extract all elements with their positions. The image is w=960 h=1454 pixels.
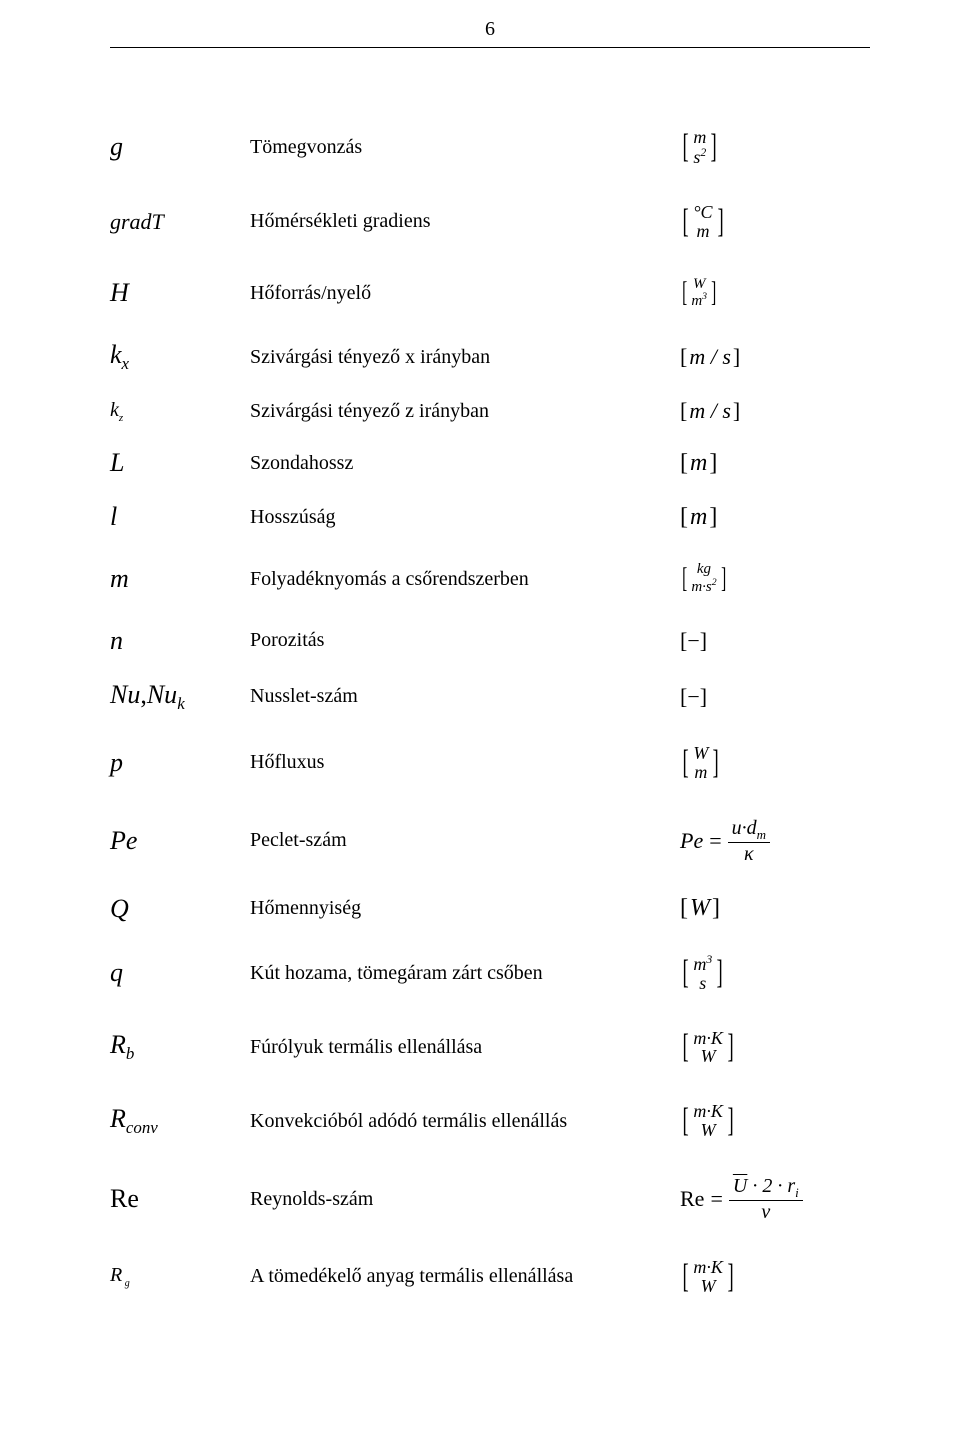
symbol: Rconv	[110, 1084, 250, 1158]
row-g: g Tömegvonzás [ms2]	[110, 128, 870, 185]
row-p: p Hőfluxus [Wm]	[110, 726, 870, 800]
symbol: R g	[110, 1240, 250, 1314]
symbol: kx	[110, 328, 250, 386]
unit: [ms2]	[680, 128, 870, 185]
description: Kút hozama, tömegáram zárt csőben	[250, 936, 680, 1011]
description: Szondahossz	[250, 436, 680, 490]
unit: [°Cm]	[680, 185, 870, 259]
row-Q: Q Hőmennyiség [W]	[110, 882, 870, 936]
definitions-table: g Tömegvonzás [ms2] gradT Hőmérsékleti g…	[110, 128, 870, 1314]
description: Nusslet-szám	[250, 668, 680, 726]
unit: [−]	[680, 668, 870, 726]
row-Pe: Pe Peclet-szám Pe= u·dmκ	[110, 800, 870, 882]
symbol: Rb	[110, 1011, 250, 1085]
row-L: L Szondahossz [m]	[110, 436, 870, 490]
page-number-wrap: 6	[110, 0, 870, 43]
symbol: H	[110, 259, 250, 329]
symbol: m	[110, 544, 250, 614]
unit: Re= U · 2 · riν	[680, 1158, 870, 1240]
unit: [m·KW]	[680, 1084, 870, 1158]
row-gradT: gradT Hőmérsékleti gradiens [°Cm]	[110, 185, 870, 259]
unit: [−]	[680, 614, 870, 668]
description: Szivárgási tényező z irányban	[250, 386, 680, 436]
row-q: q Kút hozama, tömegáram zárt csőben [m3s…	[110, 936, 870, 1011]
symbol: p	[110, 726, 250, 800]
row-Rconv: Rconv Konvekcióból adódó termális ellená…	[110, 1084, 870, 1158]
description: Folyadéknyomás a csőrendszerben	[250, 544, 680, 614]
description: Hőfluxus	[250, 726, 680, 800]
unit: [W]	[680, 882, 870, 936]
row-Re: Re Reynolds-szám Re= U · 2 · riν	[110, 1158, 870, 1240]
row-H: H Hőforrás/nyelő [Wm3]	[110, 259, 870, 329]
description: Konvekcióból adódó termális ellenállás	[250, 1084, 680, 1158]
symbol: n	[110, 614, 250, 668]
description: Porozitás	[250, 614, 680, 668]
symbol: Q	[110, 882, 250, 936]
unit: [Wm]	[680, 726, 870, 800]
description: Fúrólyuk termális ellenállása	[250, 1011, 680, 1085]
symbol: q	[110, 936, 250, 1011]
description: Hőmennyiség	[250, 882, 680, 936]
symbol: Pe	[110, 800, 250, 882]
unit: [m]	[680, 436, 870, 490]
symbol: g	[110, 128, 250, 185]
row-n: n Porozitás [−]	[110, 614, 870, 668]
description: Hosszúság	[250, 490, 680, 544]
unit: [kgm·s2]	[680, 544, 870, 614]
page: 6 g Tömegvonzás [ms2] gradT Hőmérsékleti…	[0, 0, 960, 1454]
header-rule	[110, 47, 870, 48]
row-Rb: Rb Fúrólyuk termális ellenállása [m·KW]	[110, 1011, 870, 1085]
symbol: Nu,Nuk	[110, 668, 250, 726]
unit: [m / s]	[680, 328, 870, 386]
description: A tömedékelő anyag termális ellenállása	[250, 1240, 680, 1314]
row-Rg: R g A tömedékelő anyag termális ellenáll…	[110, 1240, 870, 1314]
unit: [m·KW]	[680, 1011, 870, 1085]
description: Peclet-szám	[250, 800, 680, 882]
description: Reynolds-szám	[250, 1158, 680, 1240]
row-l: l Hosszúság [m]	[110, 490, 870, 544]
symbol: Re	[110, 1158, 250, 1240]
symbol: L	[110, 436, 250, 490]
description: Tömegvonzás	[250, 128, 680, 185]
row-kx: kx Szivárgási tényező x irányban [m / s]	[110, 328, 870, 386]
description: Szivárgási tényező x irányban	[250, 328, 680, 386]
description: Hőforrás/nyelő	[250, 259, 680, 329]
unit: [m / s]	[680, 386, 870, 436]
unit: [Wm3]	[680, 259, 870, 329]
symbol: kz	[110, 386, 250, 436]
row-m: m Folyadéknyomás a csőrendszerben [kgm·s…	[110, 544, 870, 614]
row-Nu: Nu,Nuk Nusslet-szám [−]	[110, 668, 870, 726]
description: Hőmérsékleti gradiens	[250, 185, 680, 259]
row-kz: kz Szivárgási tényező z irányban [m / s]	[110, 386, 870, 436]
page-number: 6	[485, 18, 495, 43]
symbol: gradT	[110, 185, 250, 259]
unit: Pe= u·dmκ	[680, 800, 870, 882]
unit: [m3s]	[680, 936, 870, 1011]
unit: [m·KW]	[680, 1240, 870, 1314]
unit: [m]	[680, 490, 870, 544]
symbol: l	[110, 490, 250, 544]
